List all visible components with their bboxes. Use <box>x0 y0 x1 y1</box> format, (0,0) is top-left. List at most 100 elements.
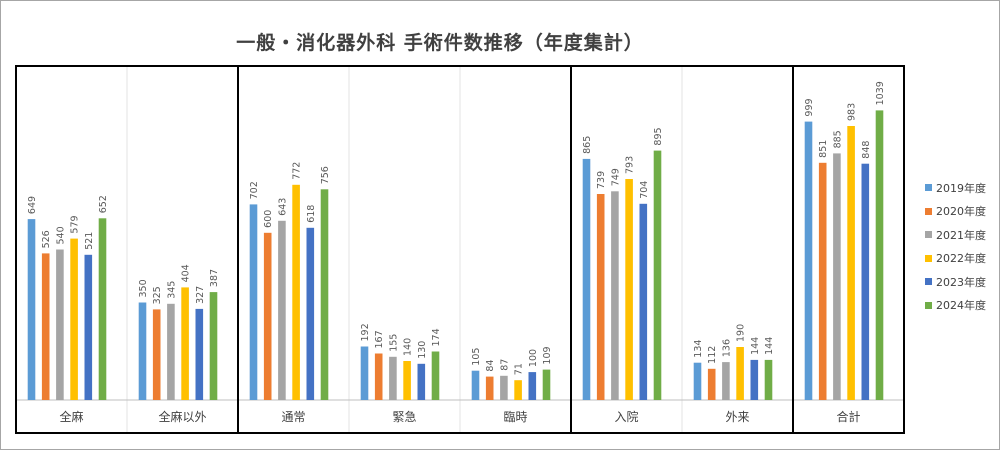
data-label: 136 <box>721 339 732 357</box>
data-label: 652 <box>98 195 109 213</box>
data-label: 643 <box>277 198 288 216</box>
legend: 2019年度 2020年度 2021年度 2022年度 2023年度 2024年度 <box>925 176 986 317</box>
legend-item: 2023年度 <box>925 270 986 294</box>
data-label: 526 <box>41 230 52 248</box>
data-label: 895 <box>653 127 664 145</box>
bar <box>209 292 218 400</box>
bar <box>152 309 161 400</box>
data-label: 600 <box>263 210 274 228</box>
data-label: 144 <box>764 337 775 355</box>
bar <box>722 362 730 400</box>
data-label: 140 <box>403 338 414 356</box>
data-label: 350 <box>138 279 149 297</box>
bar <box>320 189 329 400</box>
legend-swatch <box>925 184 932 192</box>
bar <box>306 227 315 400</box>
bar <box>500 375 508 400</box>
data-label: 704 <box>639 181 650 199</box>
legend-swatch <box>925 254 932 262</box>
data-label: 155 <box>388 334 399 352</box>
data-label: 404 <box>181 264 192 282</box>
bar <box>653 150 662 400</box>
bar <box>611 191 619 400</box>
legend-item: 2024年度 <box>925 294 986 318</box>
data-label: 851 <box>818 140 829 158</box>
data-label: 999 <box>804 98 815 116</box>
category-label: 外来 <box>725 410 749 424</box>
data-label: 540 <box>55 226 66 244</box>
bar <box>292 184 300 400</box>
data-label: 109 <box>542 346 553 364</box>
bar <box>764 359 773 400</box>
bar <box>582 158 591 400</box>
data-label: 387 <box>209 269 220 287</box>
bar <box>249 204 258 400</box>
legend-item: 2022年度 <box>925 247 986 271</box>
data-label: 983 <box>847 103 858 121</box>
bar <box>736 347 744 400</box>
data-label: 71 <box>514 363 525 375</box>
bar <box>167 303 175 400</box>
bar <box>639 203 648 400</box>
bar <box>485 376 494 400</box>
bar <box>263 232 272 400</box>
bar <box>98 218 107 400</box>
bar <box>389 356 397 400</box>
bar <box>181 287 189 400</box>
data-label: 649 <box>27 196 38 214</box>
bar <box>403 361 411 400</box>
data-label: 174 <box>431 328 442 346</box>
data-label: 144 <box>750 337 761 355</box>
bar <box>542 369 551 400</box>
data-label: 130 <box>417 341 428 359</box>
bar <box>707 368 716 400</box>
bar <box>750 359 759 400</box>
bar <box>41 253 50 400</box>
bar <box>70 238 78 400</box>
legend-swatch <box>925 301 932 309</box>
data-label: 105 <box>471 348 482 366</box>
bar <box>833 153 841 400</box>
category-label: 臨時 <box>503 410 527 424</box>
data-label: 885 <box>832 130 843 148</box>
data-label: 192 <box>360 323 371 341</box>
legend-label: 2023年度 <box>936 275 986 289</box>
data-label: 579 <box>70 215 81 233</box>
data-label: 793 <box>625 156 636 174</box>
bar <box>360 346 369 400</box>
data-label: 345 <box>166 281 177 299</box>
bar <box>56 249 64 400</box>
data-label: 327 <box>195 286 206 304</box>
legend-item: 2021年度 <box>925 223 986 247</box>
bar <box>278 220 286 400</box>
group-box <box>792 65 905 434</box>
legend-swatch <box>925 231 932 239</box>
chart-title: 一般・消化器外科 手術件数推移（年度集計） <box>236 32 644 54</box>
bar <box>471 370 480 400</box>
legend-swatch <box>925 278 932 286</box>
category-label: 合計 <box>836 409 860 424</box>
category-label: 通常 <box>281 410 305 424</box>
data-label: 1039 <box>875 81 886 105</box>
data-label: 112 <box>707 346 718 364</box>
bar <box>138 302 147 400</box>
data-label: 521 <box>84 232 95 250</box>
bar <box>27 219 36 400</box>
bar <box>625 179 633 400</box>
bar <box>847 126 855 400</box>
data-label: 772 <box>292 162 303 180</box>
bar <box>417 363 426 400</box>
legend-label: 2024年度 <box>936 299 986 313</box>
bar <box>804 121 813 400</box>
bar <box>693 362 702 400</box>
data-label: 618 <box>306 205 317 223</box>
legend-item: 2020年度 <box>925 200 986 224</box>
data-label: 167 <box>374 330 385 348</box>
bar <box>431 351 440 400</box>
bar <box>374 353 383 400</box>
data-label: 84 <box>485 360 496 372</box>
data-label: 87 <box>499 359 510 371</box>
bar <box>861 163 870 400</box>
bar <box>195 308 204 400</box>
